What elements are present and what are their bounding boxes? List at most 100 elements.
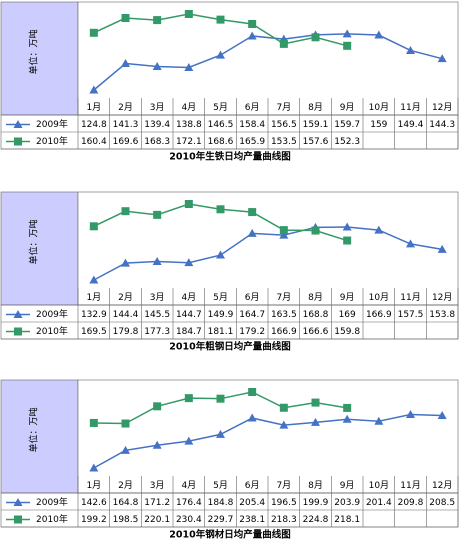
marker (406, 239, 415, 248)
x-tick-label: 2月 (118, 480, 133, 491)
x-tick-label: 12月 (432, 102, 452, 113)
marker (216, 394, 225, 403)
marker (121, 419, 130, 428)
table-value: 144.3 (429, 120, 455, 130)
table-value: 149.9 (208, 310, 234, 320)
marker (248, 208, 257, 217)
table-value: 156.5 (271, 120, 297, 130)
marker (13, 310, 23, 318)
table-value: 208.5 (429, 498, 455, 508)
x-tick-label: 8月 (308, 480, 323, 491)
marker (13, 498, 23, 506)
marker (153, 210, 162, 219)
marker (247, 31, 257, 40)
marker (89, 463, 99, 472)
table-value: 139.4 (144, 120, 170, 130)
marker (247, 413, 257, 422)
x-tick-label: 7月 (276, 102, 291, 113)
marker (89, 222, 98, 231)
marker (279, 420, 289, 429)
marker (342, 29, 352, 38)
x-tick-label: 10月 (369, 480, 389, 491)
x-tick-label: 2月 (118, 292, 133, 303)
plot-area (77, 1, 459, 116)
marker (14, 327, 22, 336)
table-value: 229.7 (208, 515, 234, 525)
table-value: 176.4 (176, 498, 202, 508)
side-panel (0, 379, 79, 494)
table-value: 166.9 (271, 327, 297, 337)
side-panel (0, 191, 79, 306)
marker (279, 230, 289, 239)
x-tick-label: 12月 (432, 292, 452, 303)
x-tick-label: 5月 (213, 102, 228, 113)
x-tick-label: 9月 (340, 480, 355, 491)
chart-title: 2010年钢材日均产量曲线图 (169, 529, 290, 541)
table-value: 209.8 (398, 498, 424, 508)
table-value: 158.4 (239, 120, 265, 130)
table-value: 159 (370, 120, 387, 130)
marker (89, 28, 98, 37)
table-value: 153.5 (271, 137, 297, 147)
marker (247, 228, 257, 237)
marker (121, 207, 130, 216)
marker (342, 222, 352, 231)
marker (152, 440, 162, 449)
table-value: 144.7 (176, 310, 202, 320)
x-tick-label: 7月 (276, 292, 291, 303)
marker (89, 418, 98, 427)
marker (184, 63, 194, 72)
table-value: 169.5 (81, 327, 107, 337)
marker (311, 417, 320, 426)
x-tick-label: 9月 (340, 292, 355, 303)
marker (311, 33, 320, 42)
x-tick-label: 11月 (400, 480, 420, 491)
x-tick-label: 6月 (245, 292, 260, 303)
table-value: 132.9 (81, 310, 107, 320)
marker (406, 45, 415, 54)
chart-title: 2010年生铁日均产量曲线图 (169, 151, 290, 163)
side-panel (0, 1, 79, 116)
table-value: 142.6 (81, 498, 107, 508)
marker (153, 402, 162, 411)
legend-label: 2010年 (36, 325, 68, 337)
table-value: 163.5 (271, 310, 297, 320)
legend-label: 2009年 (36, 308, 68, 320)
table-value: 138.8 (176, 120, 202, 130)
table-value: 168.3 (144, 137, 170, 147)
marker (437, 54, 447, 63)
marker (374, 30, 384, 39)
marker (153, 16, 162, 25)
table-value: 141.3 (113, 120, 139, 130)
unit-label: 单位：万吨 (28, 219, 40, 264)
x-tick-label: 3月 (150, 292, 165, 303)
table-value: 169.6 (113, 137, 139, 147)
table-value: 218.3 (271, 515, 297, 525)
table-value: 220.1 (144, 515, 170, 525)
marker (279, 226, 288, 235)
table-value: 201.4 (366, 498, 392, 508)
x-tick-label: 10月 (369, 102, 389, 113)
marker (121, 14, 130, 23)
table-value: 166.6 (303, 327, 329, 337)
marker (184, 394, 193, 403)
marker (14, 137, 22, 146)
marker (343, 41, 352, 50)
x-tick-label: 12月 (432, 480, 452, 491)
plot-area (77, 191, 459, 306)
table-value: 159.8 (334, 327, 360, 337)
marker (279, 39, 288, 48)
table-value: 153.8 (429, 310, 455, 320)
table-value: 164.8 (113, 498, 139, 508)
x-tick-label: 1月 (86, 480, 101, 491)
legend-label: 2010年 (36, 135, 68, 147)
marker (184, 258, 194, 267)
table-value: 177.3 (144, 327, 170, 337)
marker (437, 411, 447, 420)
legend-label: 2009年 (36, 496, 68, 508)
series-line (93, 226, 443, 281)
table-value: 199.9 (303, 498, 329, 508)
marker (152, 257, 162, 266)
marker (121, 445, 130, 454)
